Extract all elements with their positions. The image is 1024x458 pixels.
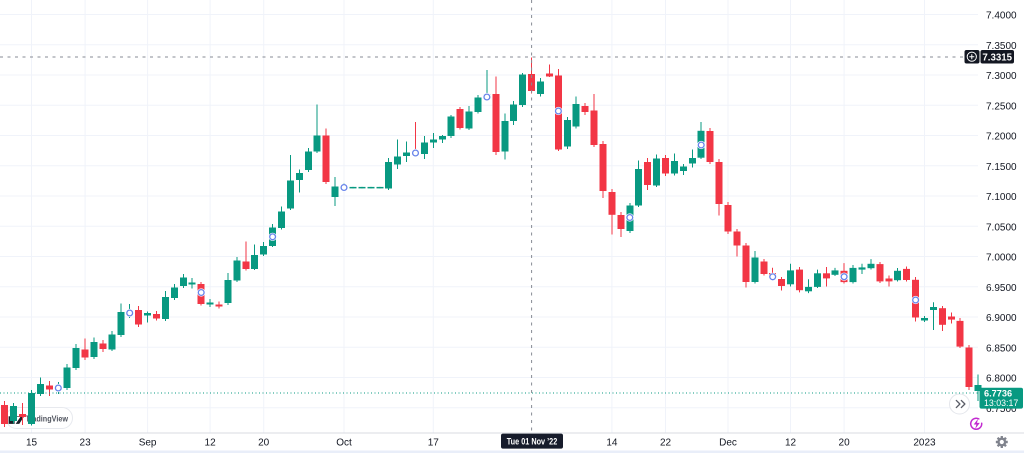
svg-text:20: 20	[258, 438, 270, 449]
svg-text:17: 17	[428, 438, 440, 449]
svg-text:Oct: Oct	[336, 438, 352, 449]
svg-text:6.9500: 6.9500	[986, 283, 1017, 294]
svg-text:12: 12	[205, 438, 217, 449]
svg-text:14: 14	[606, 438, 618, 449]
svg-text:7.3000: 7.3000	[986, 71, 1017, 82]
svg-text:Sep: Sep	[139, 438, 157, 449]
svg-text:20: 20	[839, 438, 851, 449]
svg-text:7.1500: 7.1500	[986, 162, 1017, 173]
svg-text:6.7736: 6.7736	[984, 389, 1012, 399]
svg-text:15: 15	[26, 438, 38, 449]
svg-text:6.8500: 6.8500	[986, 343, 1017, 354]
svg-text:7.0000: 7.0000	[986, 253, 1017, 264]
svg-text:23: 23	[80, 438, 92, 449]
svg-text:7.4000: 7.4000	[986, 11, 1017, 22]
svg-text:6.7500: 6.7500	[986, 404, 1017, 415]
svg-text:22: 22	[660, 438, 672, 449]
svg-text:12: 12	[785, 438, 797, 449]
svg-text:6.8000: 6.8000	[986, 374, 1017, 385]
svg-text:13:03:17: 13:03:17	[984, 398, 1018, 408]
svg-text:6.9000: 6.9000	[986, 313, 1017, 324]
svg-text:2023: 2023	[913, 438, 936, 449]
svg-text:7.2000: 7.2000	[986, 132, 1017, 143]
svg-text:7.3315: 7.3315	[982, 52, 1012, 63]
svg-text:Tue 01 Nov ’22: Tue 01 Nov ’22	[507, 437, 558, 447]
svg-text:7.0500: 7.0500	[986, 222, 1017, 233]
svg-text:7.1000: 7.1000	[986, 192, 1017, 203]
svg-text:TradingView: TradingView	[26, 413, 69, 423]
svg-text:7.3500: 7.3500	[986, 41, 1017, 52]
svg-text:Dec: Dec	[719, 438, 737, 449]
svg-text:7.2500: 7.2500	[986, 101, 1017, 112]
